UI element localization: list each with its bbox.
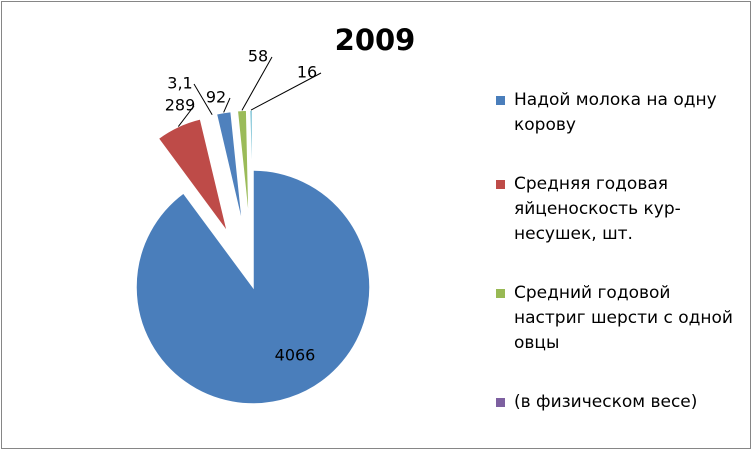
pie-slice [215,110,244,229]
legend-item: Средний годовой настриг шерсти с одной о… [496,281,736,356]
legend-label: Средняя годовая яйценоскость кур-несушек… [514,174,681,244]
data-label: 92 [206,88,226,107]
leader-line [177,105,195,127]
legend-swatch [496,180,505,189]
legend-swatch [496,398,505,407]
legend: Надой молока на одну корову Средняя годов… [496,88,736,449]
legend-item: Надой молока на одну корову [496,88,736,138]
legend-item: (в физическом весе) [496,390,736,415]
leader-line [193,83,213,116]
leader-line [223,97,231,113]
legend-swatch [496,96,505,105]
pie-slice [135,169,371,405]
legend-label: Надой молока на одну корову [514,90,717,135]
data-label: 4066 [275,346,316,365]
leader-line [250,72,322,111]
leader-line [241,56,273,111]
legend-item: Средняя годовая яйценоскость кур-несушек… [496,172,736,247]
data-label: 3,1 [167,74,192,93]
pie-slice [248,109,254,228]
legend-label: Средний годовой настриг шерсти с одной о… [514,283,733,353]
data-label: 58 [248,47,268,66]
legend-label: (в физическом весе) [514,392,698,412]
legend-swatch [496,289,505,298]
data-label: 16 [297,63,317,82]
data-label: 289 [165,96,196,115]
chart-title: 2009 [335,23,416,57]
